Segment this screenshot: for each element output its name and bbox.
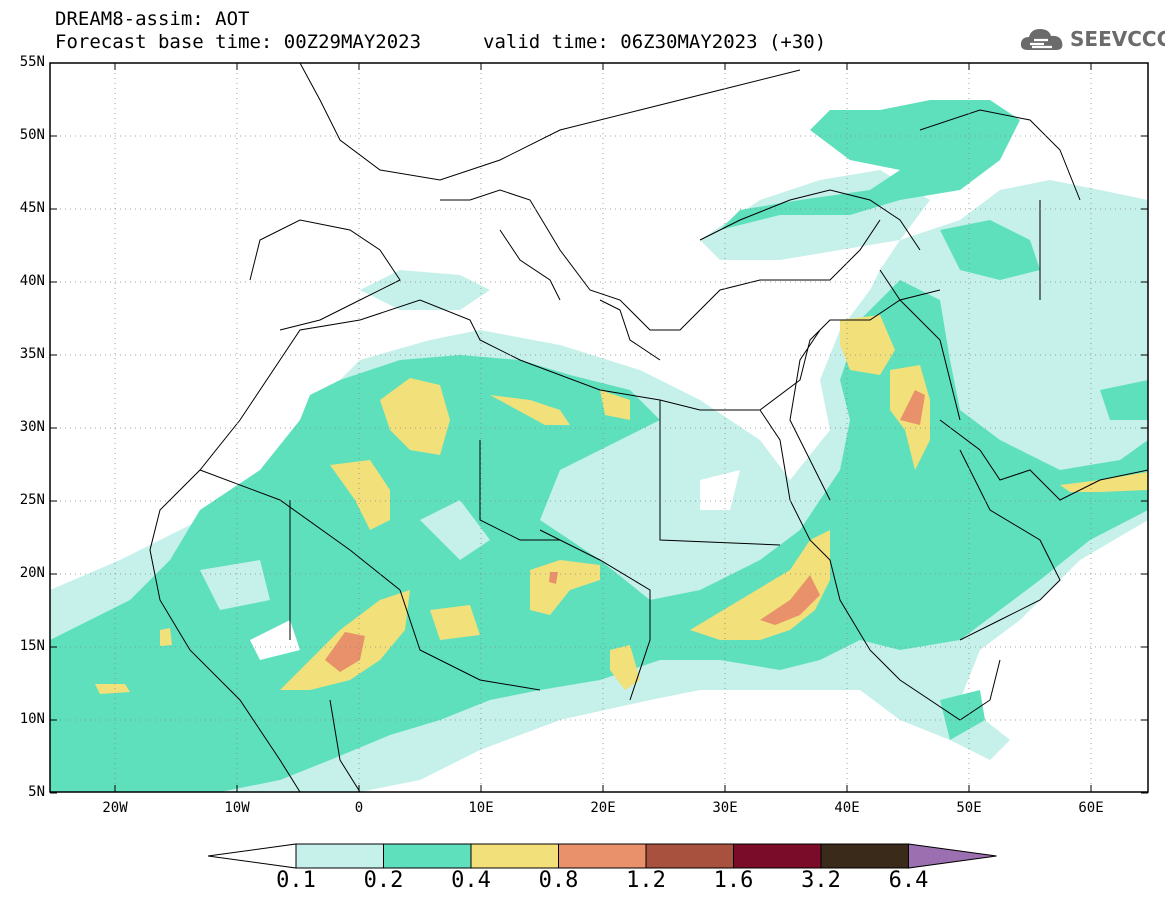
lon-label: 0	[354, 800, 364, 816]
seevccc-logo: SEEVCCC	[1018, 24, 1165, 56]
colorbar-label: 1.6	[713, 868, 754, 893]
lat-label: 30N	[19, 419, 45, 435]
lon-label: 20E	[590, 800, 616, 816]
lon-label: 10W	[224, 800, 250, 816]
dust-field	[50, 63, 1148, 792]
colorbar-label: 6.4	[888, 868, 929, 893]
colorbar-label: 0.8	[538, 868, 579, 893]
lon-label: 10E	[468, 800, 494, 816]
cloud-icon	[1020, 29, 1063, 50]
map-title: DREAM8-assim: AOT	[55, 8, 250, 30]
lon-label: 30E	[712, 800, 738, 816]
lat-label: 35N	[19, 346, 45, 362]
lon-label: 60E	[1078, 800, 1104, 816]
lat-label: 40N	[19, 273, 45, 289]
colorbar-label: 0.1	[276, 868, 316, 893]
lon-label: 50E	[956, 800, 982, 816]
lon-label: 40E	[834, 800, 860, 816]
lat-label: 45N	[19, 200, 45, 216]
colorbar-label: 0.4	[451, 868, 491, 893]
colorbar-label: 1.2	[626, 868, 666, 893]
colorbar-label: 0.2	[363, 868, 404, 893]
lat-label: 20N	[19, 565, 45, 581]
lat-label: 5N	[28, 784, 45, 800]
grid-lines	[50, 63, 1148, 792]
lon-label: 20W	[102, 800, 128, 816]
forecast-base-time: Forecast base time: 00Z29MAY2023	[55, 31, 422, 53]
lat-label: 25N	[19, 492, 45, 508]
lat-label: 15N	[19, 638, 45, 654]
lat-label: 10N	[19, 711, 45, 727]
lat-label: 50N	[19, 127, 45, 143]
logo-text: SEEVCCC	[1070, 27, 1165, 51]
lat-label: 55N	[19, 54, 45, 70]
valid-time: valid time: 06Z30MAY2023 (+30)	[483, 31, 827, 53]
colorbar-label: 3.2	[801, 868, 841, 893]
